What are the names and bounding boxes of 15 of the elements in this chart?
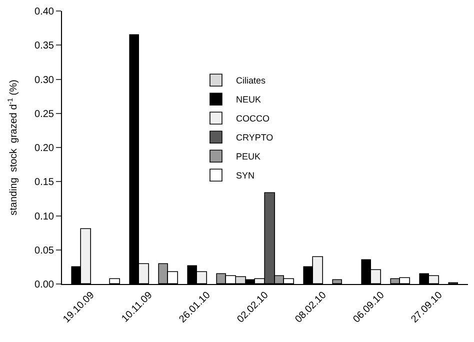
y-tick-label: 0.30 (34, 74, 54, 86)
y-tick-label: 0.25 (34, 108, 54, 120)
legend-label: SYN (236, 170, 254, 181)
legend-label: NEUK (236, 94, 261, 105)
y-tick-label: 0.20 (34, 143, 54, 154)
legend-label: CRYPTO (236, 132, 274, 143)
y-tick-label: 0.15 (34, 177, 54, 188)
legend-label: PEUK (236, 152, 260, 162)
y-tick-label: 0.35 (34, 40, 54, 52)
y-tick-label: 0.40 (34, 6, 54, 18)
legend-label: Ciliates (236, 76, 266, 86)
legend-label: COCCO (236, 114, 270, 124)
y-tick-label: 0.05 (34, 245, 54, 256)
y-tick-label: 0.00 (34, 280, 54, 290)
y-tick-label: 0.10 (34, 211, 54, 222)
